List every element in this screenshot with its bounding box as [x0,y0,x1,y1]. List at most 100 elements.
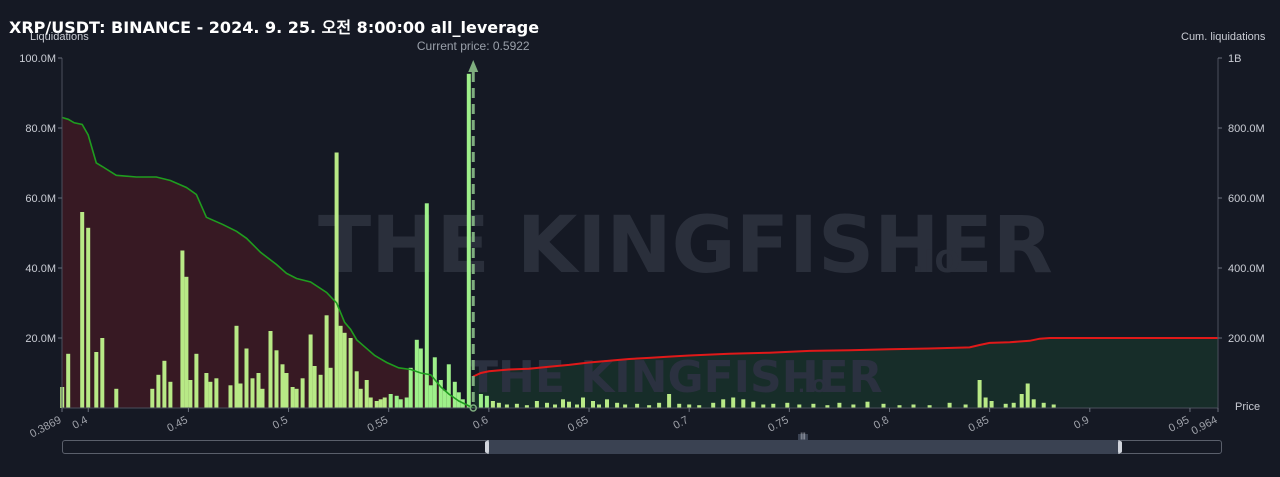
bar [635,403,640,408]
bar [927,405,932,408]
bar-series [60,73,1056,409]
bar [1051,404,1056,408]
bar [825,405,830,408]
bar [184,276,189,409]
range-right-handle[interactable] [1118,441,1122,453]
bar [338,325,343,409]
x-axis-title: Price [1235,401,1261,413]
bar [811,403,816,408]
bar [378,399,383,409]
left-tick-label: 60.0M [25,193,56,205]
watermark-small: THE KINGFISHER .IO [468,352,883,403]
bar [446,364,451,409]
bar [721,399,726,409]
x-tick-label: 0.95 [1167,414,1192,435]
bar [761,404,766,408]
bar [615,402,620,409]
bar [466,73,471,409]
bar [785,402,790,409]
bar [575,404,579,408]
bar [404,397,409,408]
x-tick-label: 0.8 [872,414,891,432]
bar [290,387,295,408]
left-tick-label: 80.0M [25,123,56,135]
bar [677,403,682,408]
right-axis-title: Cum. liquidations [1181,31,1266,43]
watermark-brand: THE KINGFISHER [318,201,1053,291]
bar [545,402,549,409]
bar [214,378,219,409]
right-tick-label: 1B [1228,53,1241,65]
x-tick-label: 0.45 [165,414,190,435]
current-price-dot [469,404,477,412]
bar [657,402,662,409]
bar [66,353,71,409]
bar [308,334,313,408]
bar [837,402,842,409]
bar [348,338,353,408]
bar [294,388,299,409]
bar [358,388,363,409]
bar [561,399,565,409]
bar [490,401,495,408]
bar [771,403,776,408]
bar [711,402,716,409]
range-left-handle[interactable] [485,441,489,453]
watermark-suffix-small: .IO [798,376,827,397]
bar [312,366,317,408]
bar [1003,403,1008,408]
bar [1041,402,1046,409]
right-tick-label: 800.0M [1228,123,1265,135]
bar [597,404,601,408]
current-price-arrow-icon [468,60,479,72]
left-axis-title: Liquidations [30,31,89,43]
bar [897,405,902,408]
right-tick-label: 600.0M [1228,193,1265,205]
bar [168,381,173,409]
bar [244,348,249,408]
bar [534,401,539,408]
x-tick-label: 0.9 [1072,414,1091,432]
range-grip-icon[interactable]: ||| [798,433,808,440]
bar [989,401,994,408]
bar [354,371,359,409]
cum-areas [62,117,1218,408]
watermark-suffix: .IO [912,245,960,280]
bar [524,405,529,408]
cum-long-line [472,337,1218,378]
bar [408,367,413,409]
bar [865,401,870,408]
bar [581,397,585,408]
bar [342,332,347,409]
bar [851,404,856,408]
right-tick-label: 400.0M [1228,263,1265,275]
bar [374,401,379,408]
bar [100,338,105,408]
bar [1019,394,1024,408]
chart-title: XRP/USDT: BINANCE - 2024. 9. 25. 오전 8:00… [9,18,540,37]
bar [284,373,289,408]
range-scrollbar-selection[interactable] [487,440,1120,454]
bar [667,394,672,408]
bar [567,401,571,408]
bar [238,383,243,408]
bar [150,388,155,409]
bar [228,385,233,409]
bar [274,350,279,409]
bar [553,404,557,408]
bar [334,152,339,408]
watermarks: THE KINGFISHER .IO THE KINGFISHER .IO [318,201,1053,403]
cum-short-area [62,117,474,408]
bar [496,402,501,409]
bar [80,212,85,408]
bar [741,399,746,409]
bar [1011,402,1016,409]
bar [324,315,329,409]
bar [514,403,519,408]
bar [881,403,886,408]
bar [300,378,305,409]
left-tick-label: 100.0M [19,53,56,65]
cum-lines [61,116,1218,409]
bar [398,399,403,409]
